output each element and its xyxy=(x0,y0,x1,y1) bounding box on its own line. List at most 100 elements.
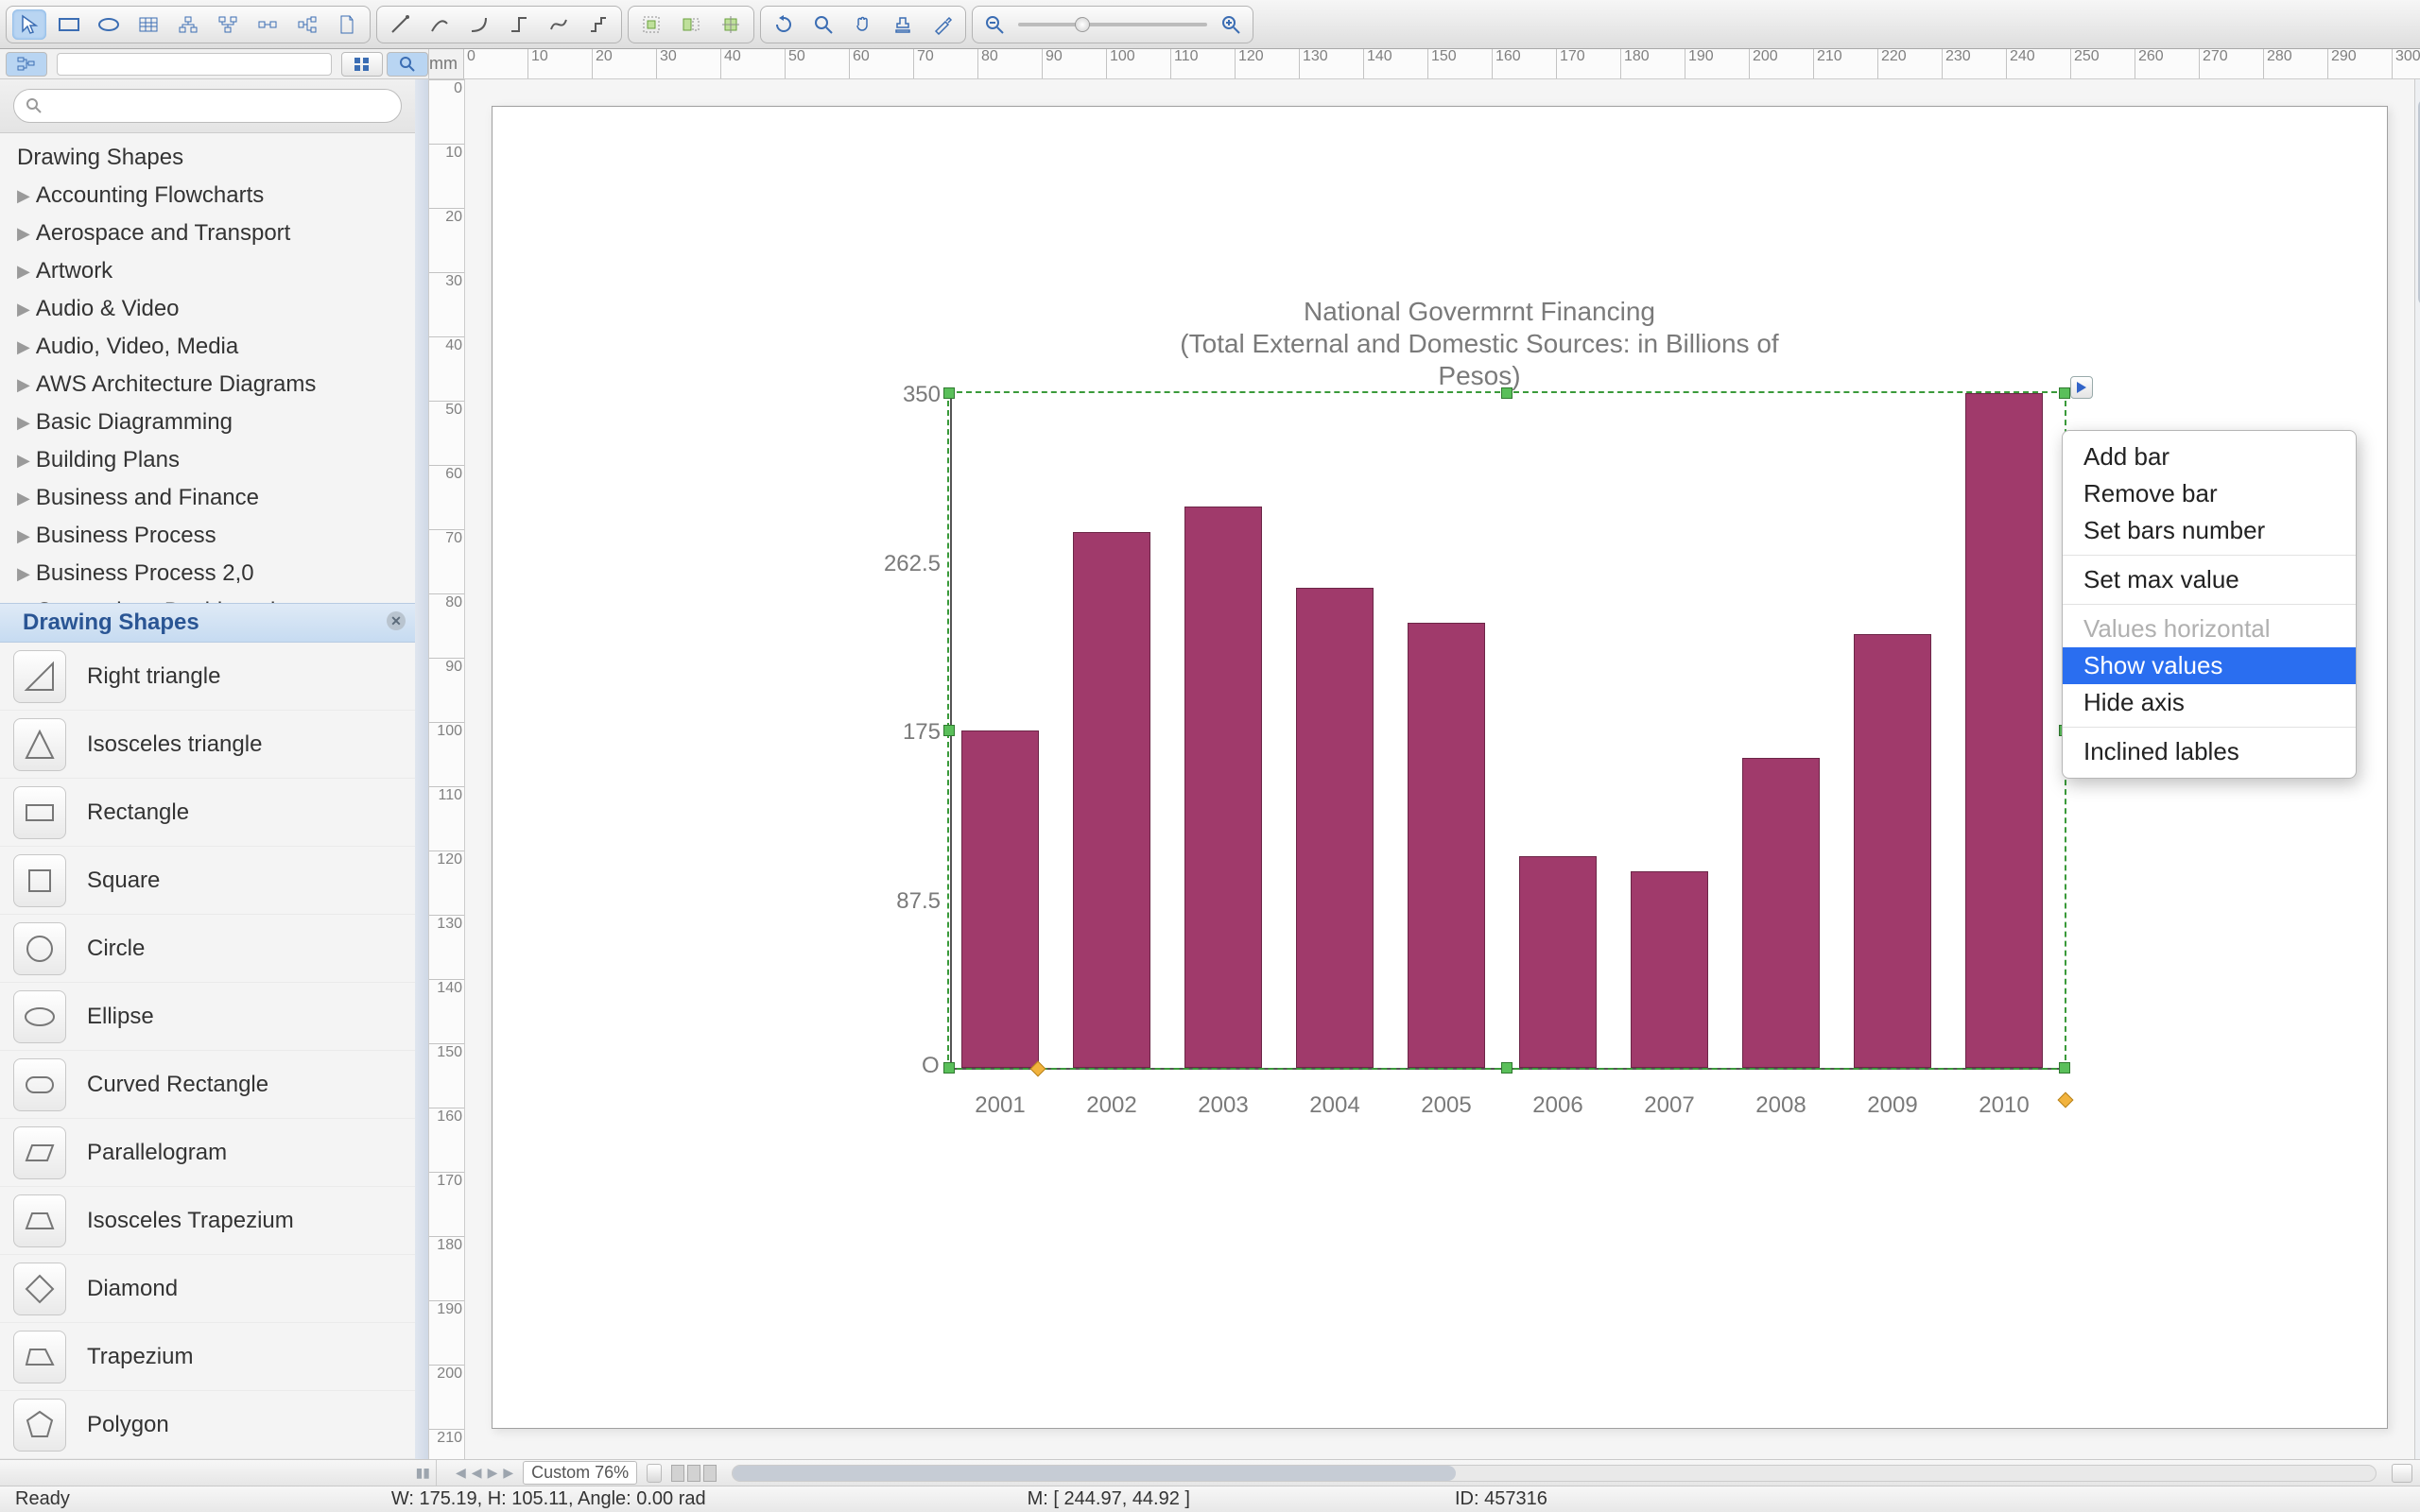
shape-item[interactable]: Polygon xyxy=(0,1391,415,1459)
status-mouse: M: [ 244.97, 44.92 ] xyxy=(1028,1488,1190,1510)
tree-item[interactable]: ▶Business Process xyxy=(0,517,415,555)
context-menu-item[interactable]: Hide axis xyxy=(2063,684,2356,721)
snap-tool-1[interactable] xyxy=(634,9,668,40)
chart-selection-box[interactable] xyxy=(947,391,2066,1070)
fullscreen-icon[interactable] xyxy=(2392,1464,2412,1483)
page-next-icon[interactable]: ▶ xyxy=(488,1465,498,1481)
vertical-scrollbar[interactable] xyxy=(2414,79,2420,1459)
tree-tool-1[interactable] xyxy=(171,9,205,40)
tree-item[interactable]: ▶Building Plans xyxy=(0,441,415,479)
shape-item[interactable]: Circle xyxy=(0,915,415,983)
shape-item[interactable]: Right triangle xyxy=(0,643,415,711)
shape-icon xyxy=(13,786,66,839)
ruler-tick: 160 xyxy=(1492,49,1521,78)
context-menu-item[interactable]: Show values xyxy=(2063,647,2356,684)
shape-item[interactable]: Isosceles triangle xyxy=(0,711,415,779)
refresh-tool[interactable] xyxy=(767,9,801,40)
view-grid-icon[interactable] xyxy=(341,52,383,77)
context-menu-item[interactable]: Add bar xyxy=(2063,438,2356,475)
view-search-icon[interactable] xyxy=(387,52,428,77)
snap-tool-3[interactable] xyxy=(714,9,748,40)
shape-item[interactable]: Curved Rectangle xyxy=(0,1051,415,1119)
zoom-track[interactable] xyxy=(1018,23,1207,26)
snap-tool-2[interactable] xyxy=(674,9,708,40)
tree-item[interactable]: ▶AWS Architecture Diagrams xyxy=(0,366,415,404)
sidebar: Drawing Shapes ▶Accounting Flowcharts▶Ae… xyxy=(0,79,429,1459)
page-last-icon[interactable]: ▶ xyxy=(503,1465,513,1481)
shape-item[interactable]: Ellipse xyxy=(0,983,415,1051)
tree-item[interactable]: ▶Audio & Video xyxy=(0,290,415,328)
tree-item[interactable]: ▶Artwork xyxy=(0,252,415,290)
zoom-stepper[interactable] xyxy=(647,1464,662,1483)
tree-item-first[interactable]: Drawing Shapes xyxy=(0,139,415,177)
stamp-tool[interactable] xyxy=(886,9,920,40)
brush-tool[interactable] xyxy=(925,9,959,40)
chart-ytick: 262.5 xyxy=(865,551,941,577)
zoom-out-icon[interactable] xyxy=(984,14,1005,35)
work-column: 0102030405060708090100110120130140150160… xyxy=(429,79,2420,1459)
context-menu-item[interactable]: Set bars number xyxy=(2063,512,2356,549)
status-bar: Ready W: 175.19, H: 105.11, Angle: 0.00 … xyxy=(0,1486,2420,1512)
ruler-tick: 140 xyxy=(429,979,465,995)
sidebar-scrollbar[interactable] xyxy=(415,79,428,1459)
page-first-icon[interactable]: ◀ xyxy=(456,1465,466,1481)
ellipse-tool[interactable] xyxy=(92,9,126,40)
bottom-bar: ▮▮ ◀ ◀ ▶ ▶ Custom 76% xyxy=(0,1459,2420,1486)
arc-tool[interactable] xyxy=(462,9,496,40)
context-menu-item[interactable]: Set max value xyxy=(2063,561,2356,598)
tree-item[interactable]: ▶Business and Finance xyxy=(0,479,415,517)
tree-item[interactable]: ▶Basic Diagramming xyxy=(0,404,415,441)
tree-item[interactable]: ▶Accounting Flowcharts xyxy=(0,177,415,215)
canvas-wrap[interactable]: National Govermrnt Financing (Total Exte… xyxy=(465,79,2414,1459)
chart-context-menu[interactable]: Add barRemove barSet bars number Set max … xyxy=(2062,430,2357,779)
ruler-tick: 50 xyxy=(785,49,805,78)
chart-smart-button[interactable] xyxy=(2070,376,2093,399)
pointer-tool[interactable] xyxy=(12,9,46,40)
shape-item[interactable]: Parallelogram xyxy=(0,1119,415,1187)
spline-tool[interactable] xyxy=(542,9,576,40)
close-section-icon[interactable]: ✕ xyxy=(387,611,406,630)
context-menu-item[interactable]: Inclined lables xyxy=(2063,733,2356,770)
route-tool[interactable] xyxy=(581,9,615,40)
sidebar-collapse-icon[interactable]: ▮▮ xyxy=(416,1465,430,1481)
status-ready: Ready xyxy=(15,1488,70,1510)
context-menu-item[interactable]: Remove bar xyxy=(2063,475,2356,512)
tree-tool-3[interactable] xyxy=(290,9,324,40)
zoom-in-icon[interactable] xyxy=(1220,14,1241,35)
page-thumbs[interactable] xyxy=(671,1465,717,1482)
chain-tool[interactable] xyxy=(251,9,285,40)
bar-chart[interactable]: National Govermrnt Financing (Total Exte… xyxy=(893,296,2066,1023)
shape-item[interactable]: Rectangle xyxy=(0,779,415,847)
section-header-drawing-shapes[interactable]: Drawing Shapes ✕ xyxy=(0,603,415,643)
shape-item[interactable]: Trapezium xyxy=(0,1323,415,1391)
tree-item[interactable]: ▶Aerospace and Transport xyxy=(0,215,415,252)
hand-tool[interactable] xyxy=(846,9,880,40)
zoom-tool[interactable] xyxy=(806,9,840,40)
library-filter-input[interactable] xyxy=(57,53,332,76)
ruler-tick: 80 xyxy=(429,593,465,610)
elbow-tool[interactable] xyxy=(502,9,536,40)
curve-tool[interactable] xyxy=(423,9,457,40)
tree-item[interactable]: ▶Audio, Video, Media xyxy=(0,328,415,366)
ruler-tick: 30 xyxy=(656,49,677,78)
table-tool[interactable] xyxy=(131,9,165,40)
page-tool[interactable] xyxy=(330,9,364,40)
rect-tool[interactable] xyxy=(52,9,86,40)
line-tool[interactable] xyxy=(383,9,417,40)
tree-item[interactable]: ▶Business Process 2,0 xyxy=(0,555,415,593)
ruler-tick: 130 xyxy=(1299,49,1328,78)
ruler-tick: 120 xyxy=(429,850,465,867)
tree-tool-2[interactable] xyxy=(211,9,245,40)
zoom-thumb[interactable] xyxy=(1075,17,1090,32)
tree-item[interactable]: ▶Comparison Dashboard xyxy=(0,593,415,603)
zoom-level-field[interactable]: Custom 76% xyxy=(523,1461,637,1485)
shape-item[interactable]: Square xyxy=(0,847,415,915)
horizontal-scrollbar[interactable] xyxy=(732,1465,2377,1482)
shape-item[interactable]: Diamond xyxy=(0,1255,415,1323)
ruler-tick: 10 xyxy=(527,49,548,78)
sidebar-search-input[interactable] xyxy=(13,89,402,123)
page-prev-icon[interactable]: ◀ xyxy=(472,1465,482,1481)
view-tree-icon[interactable] xyxy=(6,52,47,77)
zoom-slider[interactable] xyxy=(972,6,1253,43)
shape-item[interactable]: Isosceles Trapezium xyxy=(0,1187,415,1255)
